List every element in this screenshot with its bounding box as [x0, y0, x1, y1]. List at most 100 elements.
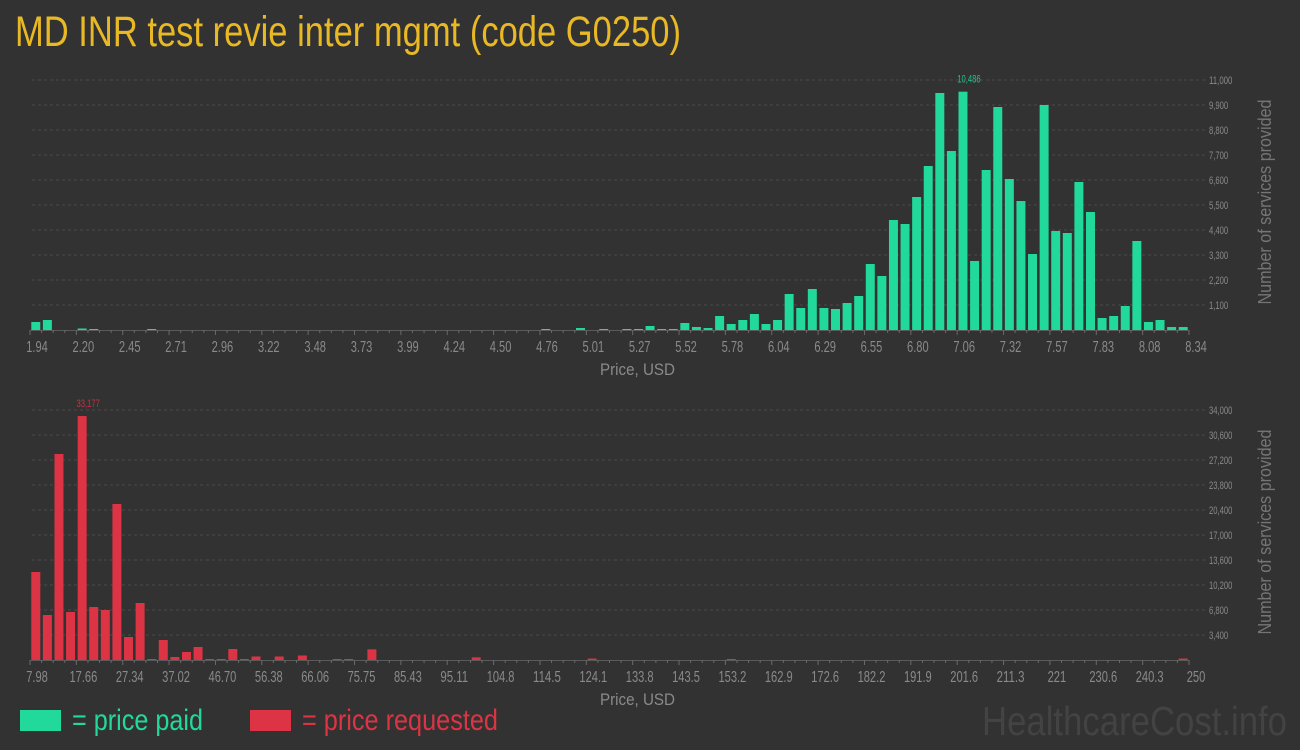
x-tick-label: 27.34 — [116, 669, 144, 686]
histogram-bar — [124, 637, 134, 660]
x-tick-label: 85.43 — [394, 669, 422, 686]
histogram-bar — [773, 320, 783, 330]
histogram-bar — [344, 659, 354, 660]
histogram-bar — [1178, 327, 1188, 330]
y-tick-label: 34,000 — [1209, 405, 1232, 417]
x-tick-label: 6.04 — [768, 339, 790, 356]
page-title: MD INR test revie inter mgmt (code G0250… — [15, 8, 681, 56]
histogram-bar — [970, 261, 980, 330]
histogram-bar — [1143, 322, 1153, 330]
histogram-bar — [946, 151, 956, 330]
x-tick-label: 8.34 — [1185, 339, 1207, 356]
histogram-bar — [158, 640, 168, 660]
y-tick-label: 7,700 — [1209, 150, 1228, 162]
x-tick-label: 56.38 — [255, 669, 283, 686]
histogram-bar — [877, 276, 887, 330]
histogram-bar — [726, 659, 736, 660]
histogram-bar — [228, 649, 238, 660]
x-tick-label: 3.73 — [351, 339, 373, 356]
legend: = price paid = price requested — [20, 704, 498, 737]
x-tick-label: 230.6 — [1089, 669, 1117, 686]
y-tick-label: 8,800 — [1209, 125, 1228, 137]
x-tick-label: 75.75 — [348, 669, 376, 686]
x-tick-label: 7.83 — [1092, 339, 1114, 356]
histogram-bar — [981, 170, 991, 330]
histogram-bar — [42, 615, 52, 660]
histogram-bar — [1004, 179, 1014, 330]
x-tick-label: 46.70 — [209, 669, 237, 686]
x-tick-label: 5.52 — [675, 339, 697, 356]
histogram-bar — [471, 657, 481, 660]
histogram-bar — [541, 329, 551, 330]
x-tick-label: 2.71 — [165, 339, 187, 356]
y-tick-label: 13,600 — [1209, 555, 1232, 567]
x-tick-label: 4.24 — [443, 339, 465, 356]
histogram-bar — [784, 294, 794, 330]
histogram-bar — [807, 289, 817, 330]
histogram-bar — [657, 329, 667, 330]
y-tick-label: 3,300 — [1209, 250, 1228, 262]
histogram-bar — [1109, 316, 1119, 330]
y-tick-label: 9,900 — [1209, 100, 1228, 112]
y-tick-label: 6,800 — [1209, 605, 1228, 617]
price-requested-swatch — [250, 710, 291, 731]
x-tick-label: 114.5 — [533, 669, 561, 686]
histogram-bar — [587, 658, 597, 660]
x-tick-label: 7.32 — [1000, 339, 1022, 356]
y-tick-label: 10,200 — [1209, 580, 1232, 592]
histogram-bar — [1051, 231, 1061, 330]
histogram-bar — [738, 320, 748, 330]
histogram-bar — [703, 328, 713, 330]
y-tick-label: 5,500 — [1209, 200, 1228, 212]
price-requested-legend-label: = price requested — [302, 704, 498, 737]
histogram-bar — [923, 166, 933, 330]
x-tick-label: 2.96 — [212, 339, 234, 356]
x-tick-label: 143.5 — [672, 669, 700, 686]
y-tick-label: 3,400 — [1209, 630, 1228, 642]
price-paid-histogram: 1,100 2,200 3,300 4,400 5,500 6,600 7,700 8,800… — [26, 74, 1275, 379]
x-tick-label: 17.66 — [69, 669, 97, 686]
x-tick-label: 250 — [1187, 669, 1206, 686]
x-tick-label: 5.01 — [583, 339, 605, 356]
price-requested-histogram: 3,400 6,800 10,200 13,600 17,000 20,400 23,800… — [26, 398, 1275, 709]
histogram-bar — [680, 323, 690, 330]
x-tick-label: 3.48 — [304, 339, 326, 356]
histogram-bar — [749, 314, 759, 330]
histogram-bar — [135, 603, 145, 660]
histogram-bar — [181, 652, 191, 660]
price-paid-swatch — [20, 710, 61, 731]
x-tick-label: 201.6 — [950, 669, 978, 686]
x-tick-label: 4.50 — [490, 339, 512, 356]
histogram-bar — [1039, 105, 1049, 330]
x-tick-label: 7.57 — [1046, 339, 1068, 356]
y-tick-label: 17,000 — [1209, 530, 1232, 542]
x-tick-label: 172.6 — [811, 669, 839, 686]
peak-value-label: 33,177 — [76, 398, 99, 410]
histogram-bar — [958, 91, 968, 330]
histogram-bar — [831, 309, 840, 330]
x-tick-label: 7.98 — [26, 669, 48, 686]
x-tick-label: 2.20 — [73, 339, 95, 356]
histogram-bar — [599, 329, 609, 330]
histogram-bar — [297, 655, 307, 660]
y-tick-label: 1,100 — [1209, 300, 1228, 312]
histogram-bar — [1028, 254, 1038, 330]
x-tick-label: 191.9 — [904, 669, 932, 686]
histogram-bar — [54, 454, 64, 660]
histogram-bar — [900, 224, 910, 330]
histogram-bar — [1074, 182, 1084, 330]
histogram-bar — [274, 656, 284, 660]
histogram-bar — [31, 322, 41, 330]
histogram-bar — [31, 572, 41, 660]
histogram-bar — [1155, 320, 1165, 330]
histogram-bar — [993, 107, 1003, 330]
histogram-bar — [77, 416, 87, 660]
x-tick-label: 3.22 — [258, 339, 280, 356]
peak-value-label: 10,486 — [957, 74, 980, 86]
price-paid-legend-label: = price paid — [72, 704, 203, 737]
histogram-bar — [622, 329, 632, 330]
x-tick-label: 6.80 — [907, 339, 929, 356]
histogram-bar — [193, 647, 203, 660]
x-tick-label: 6.55 — [861, 339, 883, 356]
